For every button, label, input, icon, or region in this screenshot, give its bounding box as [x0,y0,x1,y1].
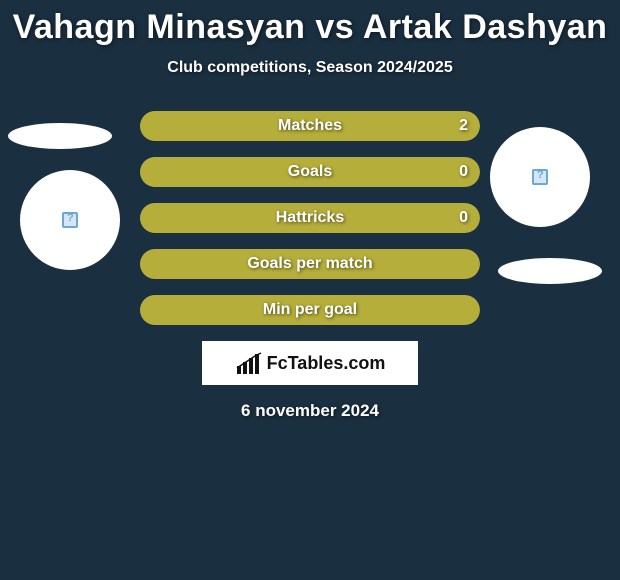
stat-row: Hattricks0 [140,203,480,233]
page-title: Vahagn Minasyan vs Artak Dashyan [0,0,620,47]
stat-label: Hattricks [140,209,480,227]
stat-value-right: 2 [459,117,468,135]
stat-row: Min per goal [140,295,480,325]
date-label: 6 november 2024 [0,401,620,421]
stat-label: Min per goal [140,301,480,319]
brand-bars-icon [235,352,263,374]
stat-label: Matches [140,117,480,135]
stat-row: Goals per match [140,249,480,279]
stats-container: Matches2Goals0Hattricks0Goals per matchM… [140,111,480,325]
stat-row: Goals0 [140,157,480,187]
decor-ellipse-top-left [8,123,112,149]
stat-value-right: 0 [459,163,468,181]
placeholder-image-icon [532,169,548,185]
player-right-avatar [490,127,590,227]
brand-text: FcTables.com [267,353,386,374]
brand-badge: FcTables.com [202,341,418,385]
decor-ellipse-bottom-right [498,258,602,284]
stat-row: Matches2 [140,111,480,141]
placeholder-image-icon [62,212,78,228]
player-left-avatar [20,170,120,270]
page-subtitle: Club competitions, Season 2024/2025 [0,59,620,77]
stat-label: Goals [140,163,480,181]
stat-label: Goals per match [140,255,480,273]
stat-value-right: 0 [459,209,468,227]
